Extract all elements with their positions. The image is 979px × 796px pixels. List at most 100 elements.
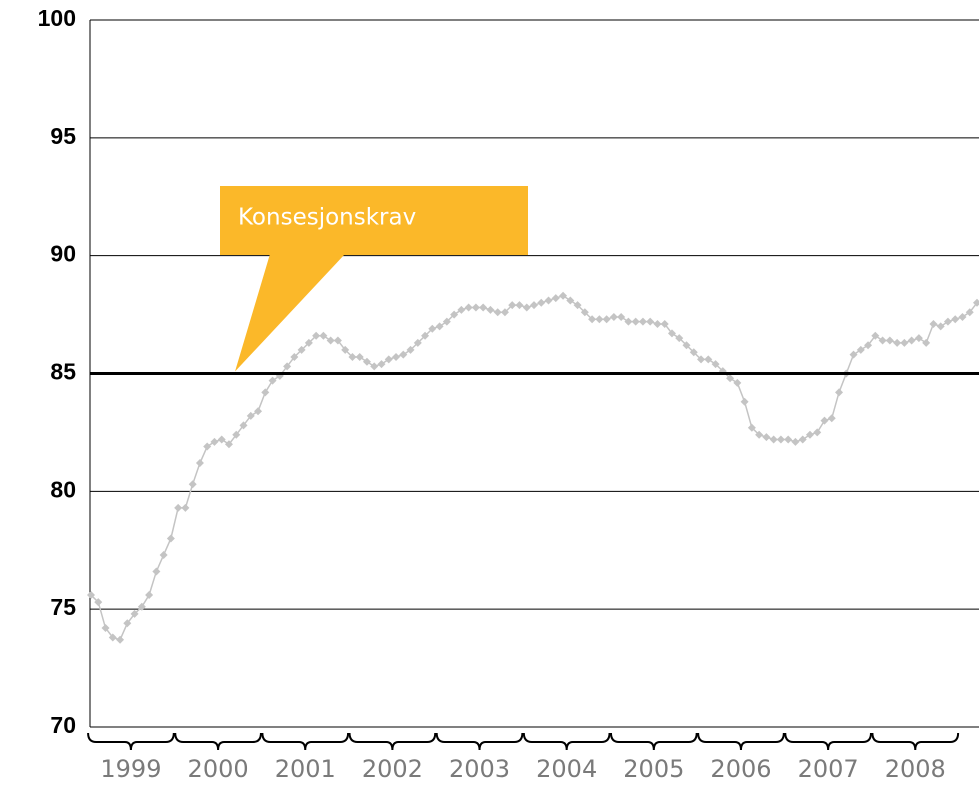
data-point (290, 353, 299, 362)
data-point (261, 388, 270, 397)
callout-box (220, 186, 528, 255)
data-point (805, 430, 814, 439)
x-tick-label: 2001 (275, 755, 336, 783)
data-point (530, 301, 538, 310)
data-point (776, 435, 785, 444)
data-point (900, 338, 909, 347)
data-point (87, 591, 95, 600)
data-point (195, 459, 204, 468)
y-tick-label: 90 (50, 241, 76, 267)
data-point (667, 329, 676, 338)
data-point (551, 294, 560, 303)
data-point (755, 430, 764, 439)
data-point (573, 301, 582, 310)
data-point (864, 341, 873, 350)
data-point (907, 336, 916, 345)
data-point (435, 322, 444, 331)
data-point (355, 353, 364, 362)
callout-label: Konsesjonskrav (238, 205, 416, 231)
data-point (232, 430, 241, 439)
data-point (486, 305, 495, 314)
data-point (638, 317, 647, 326)
data-point (856, 345, 865, 354)
x-tick-label: 2003 (449, 755, 510, 783)
data-point (116, 635, 125, 644)
data-point (246, 411, 255, 420)
x-tick-label: 2007 (798, 755, 859, 783)
data-point (784, 435, 793, 444)
data-point (500, 308, 509, 317)
data-point (704, 355, 713, 364)
data-point (239, 421, 248, 430)
x-tick-label: 2002 (362, 755, 423, 783)
data-point (798, 435, 807, 444)
data-point (108, 633, 117, 642)
data-point (203, 442, 212, 451)
data-point (479, 303, 488, 312)
x-tick-label: 1999 (100, 755, 161, 783)
data-point (936, 322, 945, 331)
data-point (333, 336, 342, 345)
data-point (450, 310, 459, 319)
data-point (145, 591, 154, 600)
x-tick-label: 2008 (885, 755, 946, 783)
data-point (878, 336, 887, 345)
data-point (297, 345, 306, 354)
y-tick-label: 70 (50, 712, 76, 738)
x-tick-label: 2004 (536, 755, 597, 783)
y-tick-label: 95 (50, 123, 76, 149)
y-tick-label: 80 (50, 476, 76, 502)
data-point (595, 315, 604, 324)
data-point (217, 435, 226, 444)
data-point (377, 360, 386, 369)
data-point (609, 312, 618, 321)
data-point (697, 355, 706, 364)
data-point (929, 320, 938, 329)
data-point (943, 317, 952, 326)
data-point (174, 503, 183, 512)
data-point (559, 291, 568, 300)
data-point (188, 480, 197, 489)
data-point (624, 317, 633, 326)
data-point (660, 320, 669, 329)
data-point (675, 334, 684, 343)
data-point (515, 301, 524, 310)
data-point (508, 301, 517, 310)
x-tick-label: 2006 (710, 755, 771, 783)
data-point (580, 308, 589, 317)
data-point (820, 416, 829, 425)
data-point (457, 305, 466, 314)
x-tick-label: 2000 (188, 755, 249, 783)
data-point (885, 336, 894, 345)
data-point (682, 341, 691, 350)
data-point (646, 317, 655, 326)
data-point (965, 308, 974, 317)
y-tick-label: 85 (50, 359, 76, 385)
data-point (871, 331, 880, 340)
data-point (413, 338, 422, 347)
year-brace (871, 732, 960, 751)
data-point (653, 320, 662, 329)
data-point (631, 317, 640, 326)
data-point (740, 397, 749, 406)
data-point (152, 567, 161, 576)
data-point (471, 303, 480, 312)
data-point (348, 353, 357, 362)
data-point (319, 331, 328, 340)
data-point (421, 331, 430, 340)
data-point (566, 296, 575, 305)
data-point (210, 437, 219, 446)
data-point (406, 345, 415, 354)
data-point (951, 315, 960, 324)
year-brace (784, 732, 872, 751)
callout-pointer (235, 254, 345, 372)
data-point (493, 308, 502, 317)
data-point (159, 550, 168, 559)
data-point (442, 317, 451, 326)
data-point (254, 407, 263, 416)
data-point (827, 414, 836, 423)
year-brace (348, 732, 437, 751)
data-point (224, 440, 233, 449)
data-point (399, 350, 408, 359)
